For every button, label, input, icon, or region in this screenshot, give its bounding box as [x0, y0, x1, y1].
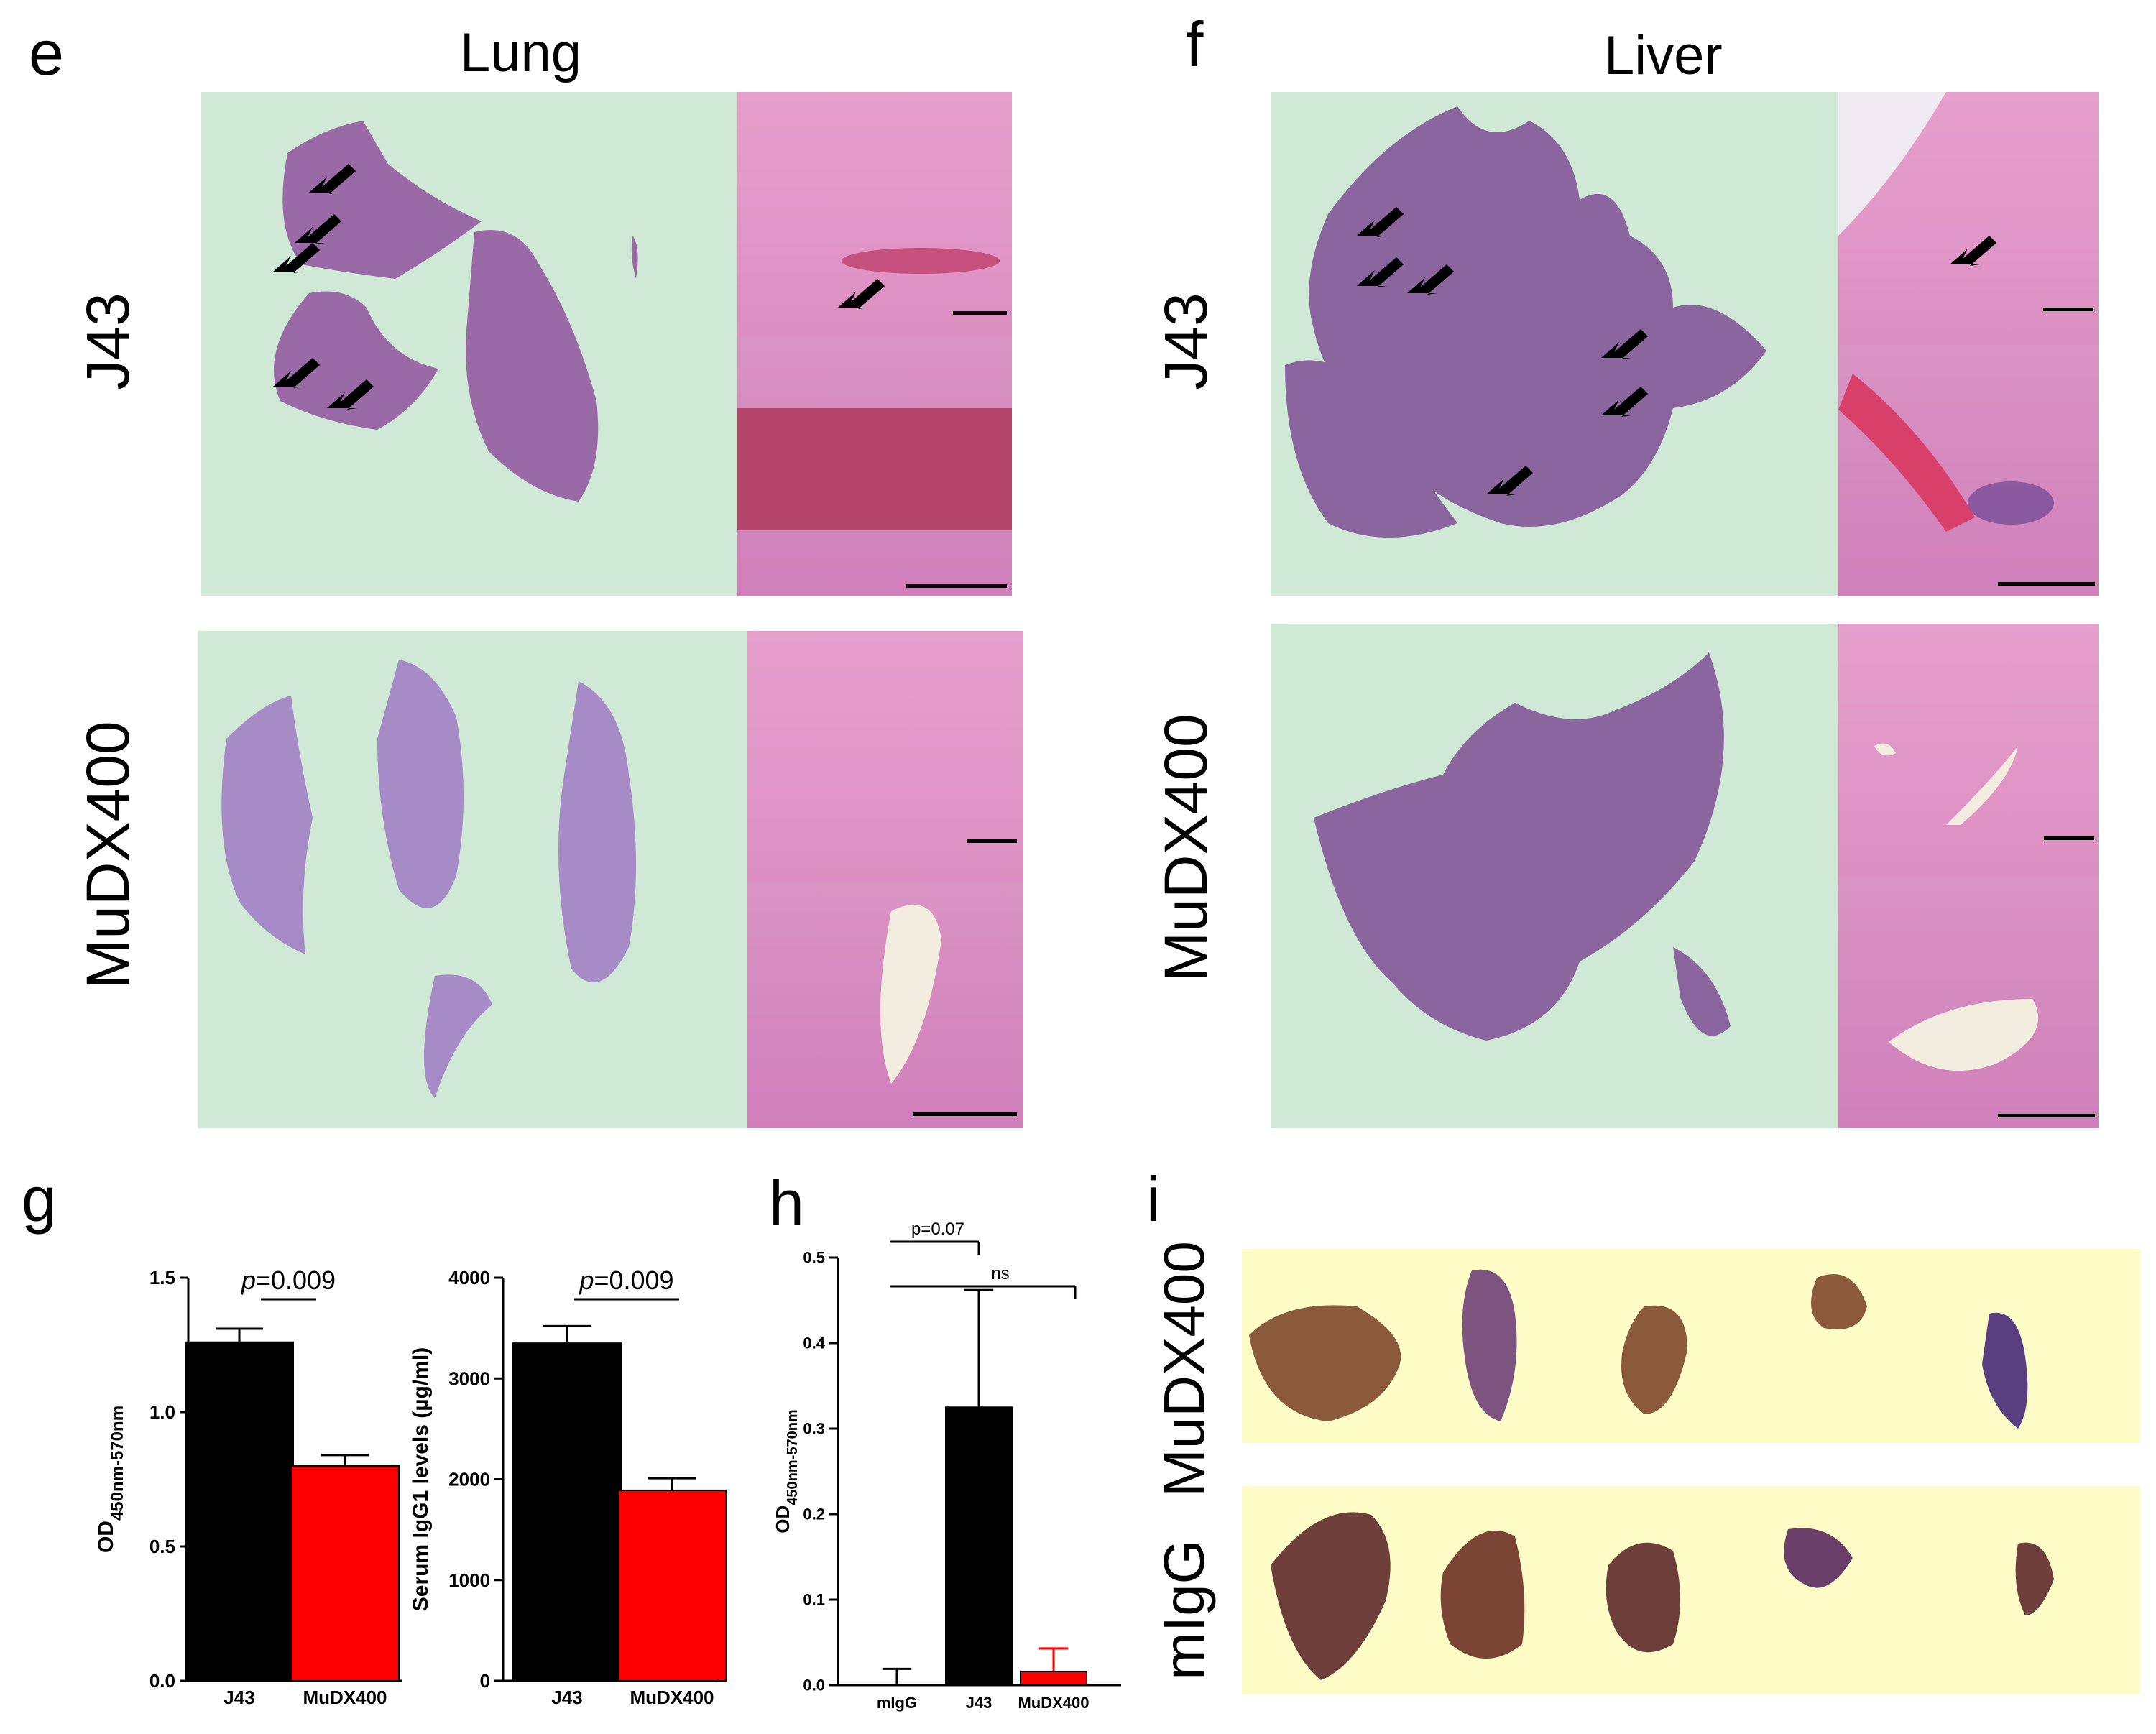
- h-annotation: ns: [991, 1264, 1009, 1283]
- row-label-i-migg: mIgG: [1152, 1539, 1216, 1680]
- liver-j43-zoom-top-image: [1838, 92, 2099, 345]
- g2-y-tick-label: 3000: [448, 1368, 490, 1389]
- liver-title: Liver: [1604, 25, 1723, 86]
- liver-mudx400-section-image: [1271, 624, 1838, 1128]
- row-label-liver-mudx400: MuDX400: [1152, 714, 1220, 982]
- panel-letter-i: i: [1146, 1163, 1161, 1235]
- g2-category-label: MuDX400: [630, 1687, 714, 1708]
- g1-y-tick-label: 1.5: [149, 1267, 175, 1288]
- ihc-mudx400-strip-image: [1242, 1249, 2140, 1443]
- g1-bar: [290, 1465, 400, 1682]
- row-label-lung-j43: J43: [74, 292, 142, 390]
- lung-mudx400-section-image: [198, 631, 747, 1128]
- panel-letter-f: f: [1186, 9, 1204, 80]
- panel-letter-h: h: [769, 1167, 804, 1238]
- row-label-lung-mudx400: MuDX400: [74, 721, 142, 990]
- g2-bar: [512, 1342, 622, 1682]
- g1-category-label: J43: [224, 1687, 254, 1708]
- h-category-label: J43: [966, 1694, 992, 1712]
- g1-y-axis-label: OD450nm-570nm: [94, 1406, 127, 1553]
- ihc-migg-strip-image: [1242, 1486, 2140, 1694]
- lung-mudx400-zoom-top-image: [747, 631, 1023, 882]
- liver-mudx400-zoom-bottom-image: [1838, 877, 2099, 1128]
- g1-y-tick-label: 0.5: [149, 1536, 175, 1557]
- row-label-i-mudx400: MuDX400: [1152, 1241, 1216, 1497]
- g1-y-tick-label: 1.0: [149, 1401, 175, 1423]
- g2-y-tick-label: 1000: [448, 1569, 490, 1591]
- h-y-tick-label: 0.2: [803, 1505, 825, 1523]
- g2-y-tick-label: 0: [480, 1670, 490, 1692]
- lung-mudx400-zoom-bottom-image: [747, 882, 1023, 1128]
- g2-y-tick-label: 2000: [448, 1469, 490, 1490]
- g2-y-tick-label: 4000: [448, 1267, 490, 1288]
- g2-bar: [617, 1489, 727, 1682]
- h-category-label: MuDX400: [1018, 1694, 1089, 1712]
- g1-y-tick-label: 0.0: [149, 1670, 175, 1692]
- h-y-tick-label: 0.5: [803, 1249, 825, 1267]
- lung-j43-zoom-bottom-image: [737, 336, 1012, 596]
- g1-category-label: MuDX400: [303, 1687, 387, 1708]
- lung-j43-section-image: [201, 92, 737, 596]
- h-annotation: p=0.07: [911, 1219, 964, 1239]
- liver-mudx400-zoom-top-image: [1838, 624, 2099, 877]
- h-category-label: mIgG: [877, 1694, 917, 1712]
- liver-j43-zoom-bottom-image: [1838, 345, 2099, 596]
- liver-j43-section-image: [1271, 92, 1838, 596]
- g2-y-axis-label: Serum IgG1 levels (µg/ml): [409, 1347, 433, 1611]
- lung-title: Lung: [460, 22, 582, 83]
- h-bar: [945, 1406, 1013, 1686]
- g1-bar: [185, 1341, 294, 1682]
- panel-letter-g: g: [22, 1163, 57, 1235]
- g2-category-label: J43: [551, 1687, 582, 1708]
- h-y-tick-label: 0.3: [803, 1420, 825, 1438]
- h-y-tick-label: 0.4: [803, 1334, 825, 1352]
- h-bar: [1020, 1670, 1087, 1686]
- h-y-tick-label: 0.1: [803, 1591, 825, 1609]
- g2-p-value: p=0.009: [579, 1265, 673, 1295]
- g1-p-value: p=0.009: [241, 1265, 336, 1295]
- panel-letter-e: e: [29, 17, 64, 88]
- h-y-tick-label: 0.0: [803, 1677, 825, 1694]
- row-label-liver-j43: J43: [1152, 292, 1220, 390]
- lung-j43-zoom-top-image: [737, 92, 1012, 336]
- h-y-axis-label: OD450nm-570nm: [772, 1409, 801, 1533]
